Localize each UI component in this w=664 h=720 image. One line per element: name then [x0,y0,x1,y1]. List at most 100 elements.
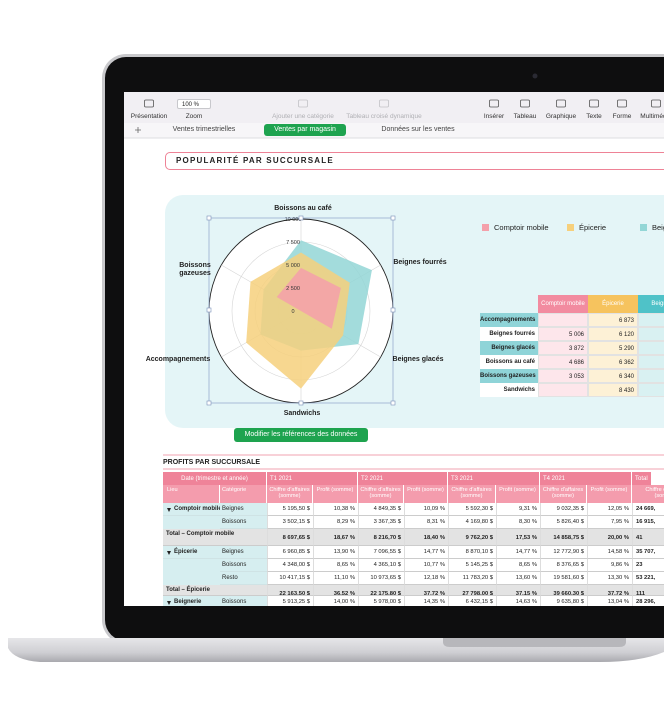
row-label: Comptoir mobile [163,503,222,516]
toolbar-label[interactable]: Graphique [545,113,577,120]
row-label: Total – Épicerie [163,585,267,596]
table-cell: 6 960,85 $ [267,546,313,559]
toolbar [124,92,664,123]
table-cell: 9,31 % [496,503,540,516]
table-cell: 19 581,60 $ [540,572,587,585]
legend-swatch [640,224,647,231]
tab-bar [124,123,664,138]
toolbar-label[interactable]: Texte [586,113,602,120]
table-cell: 4 169,80 $ [448,516,496,529]
table-cell: 14,77 % [496,546,540,559]
table-cell: 28 296, [632,596,664,606]
table-cell: 37,15 % [496,585,540,596]
sheet-tab[interactable]: Ventes par magasin [264,124,346,136]
toolbar-icon [520,99,530,108]
toolbar-label[interactable]: Forme [612,113,632,120]
table-cell: 6 362 [588,355,638,369]
table-cell: 14,35 % [404,596,448,606]
table-cell: 10,38 % [313,503,358,516]
table-cell: 5 978,00 $ [358,596,404,606]
table-cell: 9 635,80 $ [540,596,587,606]
table-cell: 12,18 % [404,572,448,585]
table-cell: 4 365,10 $ [358,559,404,572]
selection-handle [206,400,212,406]
header-cell: T3 2021 [448,472,540,485]
table-cell: 3 367,35 $ [358,516,404,529]
table-title: PROFITS PAR SUCCURSALE [163,459,261,466]
table-cell: 4 348,00 $ [267,559,313,572]
category-cell: Boissons [220,559,267,572]
table-cell: 16 915, [632,516,664,529]
table-cell: 8 376,65 $ [540,559,587,572]
axis-label: Accompagnements [145,356,211,363]
toolbar-label[interactable]: Ajouter une catégorie [272,113,334,120]
category-cell: Boissons [220,516,267,529]
r-tick-label: 7 500 [286,240,300,246]
table-cell: 5 145,25 $ [448,559,496,572]
legend-label: Épicerie [579,222,607,232]
radar-area [276,267,341,329]
table-cell: 36,52 % [313,585,358,596]
toolbar-icon [379,99,389,108]
disclosure-triangle[interactable] [167,600,171,605]
axis-label: Boissons gazeuses [179,262,211,277]
toolbar-icon [298,99,308,108]
table-cell: 41 [632,529,664,546]
table-cell: 4 [638,369,664,383]
sheet-title: POPULARITÉ PAR SUCCURSALE [165,152,664,170]
table-cell: 4 849,35 $ [358,503,404,516]
category-cell: Resto [220,572,267,585]
header-cell: Chiffre d'affaires (somme) [540,485,587,503]
row-header: Beignes glacés [480,341,538,355]
table-cell: 13,90 % [313,546,358,559]
column-header: Comptoir mobile [538,295,588,313]
table-cell: 7 [638,341,664,355]
table-cell: 8 430 [588,383,638,397]
table-cell: 8 697,65 $ [267,529,313,546]
row-header: Boissons au café [480,355,538,369]
toolbar-label[interactable]: Présentation [130,113,168,120]
table-cell: 22 163,50 $ [267,585,313,596]
legend-swatch [567,224,574,231]
toolbar-label[interactable]: Tableau [513,113,537,120]
table-cell: 5 006 [538,327,588,341]
category-cell: Boissons [220,596,267,606]
column-header: Épicerie [588,295,638,313]
sheet-tab[interactable]: Données sur les ventes [381,126,455,134]
row-label [163,572,220,585]
disclosure-triangle[interactable] [167,550,171,555]
header-cell: Total [632,472,652,485]
r-tick-label: 5 000 [286,263,300,269]
table-cell: 22 175,80 $ [358,585,404,596]
row-label: Total – Comptoir mobile [163,529,267,546]
table-cell: 14,58 % [587,546,632,559]
header-cell: T2 2021 [358,472,448,485]
toolbar-label[interactable]: Tableau croisé dynamique [346,113,422,120]
header-cell: Catégorie [220,485,267,503]
table-cell: 6 340 [588,369,638,383]
table-cell: 8,31 % [404,516,448,529]
disclosure-triangle[interactable] [167,507,171,512]
toolbar-label[interactable]: Insérer [483,113,505,120]
screen: 0 2 500 5 000 7 500 10 000 Présentation Zoom 1… [124,92,664,606]
table-cell: 13,30 % [587,572,632,585]
toolbar-icon [651,99,661,108]
table-cell: 111 [632,585,664,596]
table-cell: 11 783,20 $ [448,572,496,585]
selection-handle [298,400,304,406]
edit-references-button[interactable]: Modifier les références des données [234,428,368,442]
table-cell: 53 221, [632,572,664,585]
table-cell: 8 216,70 $ [358,529,404,546]
axis-label: Boissons au café [274,205,332,212]
sheet-tab[interactable]: Ventes trimestrielles [172,126,236,134]
table-cell: 9,86 % [587,559,632,572]
toolbar-label[interactable]: Multimédia [640,113,664,120]
table-cell: 10 417,15 $ [267,572,313,585]
table-cell: 12 772,90 $ [540,546,587,559]
add-sheet[interactable] [134,124,144,135]
zoom-field[interactable]: 100 % [177,99,211,109]
table-cell: 5 [638,313,664,327]
header-cell: Profit (somme) [313,485,358,503]
toolbar-label[interactable]: Zoom [185,113,203,120]
table-cell: 5 592,30 $ [448,503,496,516]
